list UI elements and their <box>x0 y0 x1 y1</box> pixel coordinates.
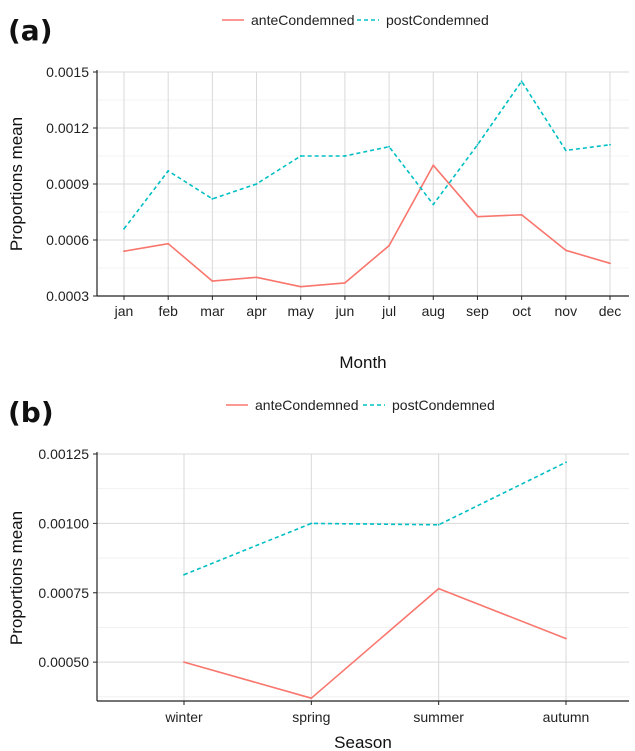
legend-label-postCondemned: postCondemned <box>386 12 489 28</box>
y-tick-label: 0.00075 <box>38 585 89 601</box>
legend: anteCondemned postCondemned <box>222 12 489 28</box>
x-tick-label: nov <box>555 303 578 319</box>
data-point-postCondemned <box>255 183 258 185</box>
panel-a: (a) anteCondemned postCondemned 0.0003 0.000… <box>7 12 629 372</box>
x-tick-label: apr <box>246 303 267 319</box>
x-tick-label: jun <box>335 303 355 319</box>
data-point-anteCondemned <box>565 637 567 640</box>
y-tick-label: 0.00125 <box>38 446 89 462</box>
y-tick-label: 0.0009 <box>46 176 89 192</box>
x-tick-label: winter <box>164 709 203 725</box>
x-tick-label: autumn <box>543 709 590 725</box>
data-point-anteCondemned <box>167 242 170 245</box>
x-tick-label: aug <box>422 303 445 319</box>
data-point-anteCondemned <box>564 249 567 252</box>
y-tick-label: 0.0006 <box>46 232 89 248</box>
y-tick-label: 0.0003 <box>46 288 89 304</box>
data-point-anteCondemned <box>437 587 440 590</box>
x-tick-label: mar <box>200 303 224 319</box>
series-line-anteCondemned <box>123 164 611 288</box>
data-point-anteCondemned <box>310 697 313 700</box>
y-axis-title: Proportions mean <box>7 511 26 645</box>
x-tick-label: may <box>288 303 314 319</box>
data-point-anteCondemned <box>388 244 390 247</box>
x-tick-label: spring <box>292 709 330 725</box>
data-point-anteCondemned <box>299 285 302 288</box>
data-point-postCondemned <box>211 198 214 200</box>
legend: anteCondemned postCondemned <box>226 397 495 413</box>
data-point-postCondemned <box>432 203 435 206</box>
x-axis-title: Season <box>334 733 392 751</box>
data-point-postCondemned <box>565 461 567 464</box>
panel-b: (b) anteCondemned postCondemned 0.00050 0.00… <box>7 396 629 751</box>
y-tick-label: 0.00100 <box>38 515 89 531</box>
data-point-postCondemned <box>564 149 567 152</box>
legend-label-postCondemned: postCondemned <box>392 397 495 413</box>
y-tick-label: 0.00050 <box>38 654 89 670</box>
data-point-postCondemned <box>520 80 523 83</box>
panel-label: (b) <box>8 396 54 429</box>
data-point-postCondemned <box>344 155 346 157</box>
data-point-postCondemned <box>437 523 440 526</box>
y-tick-label: 0.0012 <box>46 120 89 136</box>
x-tick-label: sep <box>466 303 489 319</box>
y-axis-title: Proportions mean <box>7 117 26 251</box>
x-tick-label: dec <box>599 303 622 319</box>
data-point-anteCondemned <box>123 250 125 253</box>
series-line-postCondemned <box>123 80 611 230</box>
x-tick-label: summer <box>413 709 464 725</box>
data-point-anteCondemned <box>211 280 214 282</box>
x-tick-label: oct <box>512 303 531 319</box>
data-point-postCondemned <box>167 170 170 172</box>
data-point-postCondemned <box>123 227 125 230</box>
data-point-anteCondemned <box>476 215 479 218</box>
data-point-anteCondemned <box>344 282 346 284</box>
legend-label-anteCondemned: anteCondemned <box>251 12 355 28</box>
data-point-anteCondemned <box>183 661 185 664</box>
data-point-postCondemned <box>183 573 185 576</box>
data-point-anteCondemned <box>255 276 258 279</box>
data-point-postCondemned <box>310 522 313 525</box>
x-axis-title: Month <box>339 353 386 372</box>
series-line-anteCondemned <box>183 587 567 700</box>
data-point-postCondemned <box>388 145 390 148</box>
y-tick-label: 0.0015 <box>46 64 89 80</box>
data-point-postCondemned <box>609 143 611 146</box>
x-tick-label: jul <box>381 303 396 319</box>
data-point-postCondemned <box>299 155 302 157</box>
legend-label-anteCondemned: anteCondemned <box>255 397 359 413</box>
x-tick-label: jan <box>114 303 134 319</box>
data-point-postCondemned <box>476 143 479 146</box>
panel-label: (a) <box>8 14 53 47</box>
data-point-anteCondemned <box>520 213 523 216</box>
data-point-anteCondemned <box>432 164 435 167</box>
x-tick-label: feb <box>158 303 178 319</box>
data-point-anteCondemned <box>609 262 611 265</box>
